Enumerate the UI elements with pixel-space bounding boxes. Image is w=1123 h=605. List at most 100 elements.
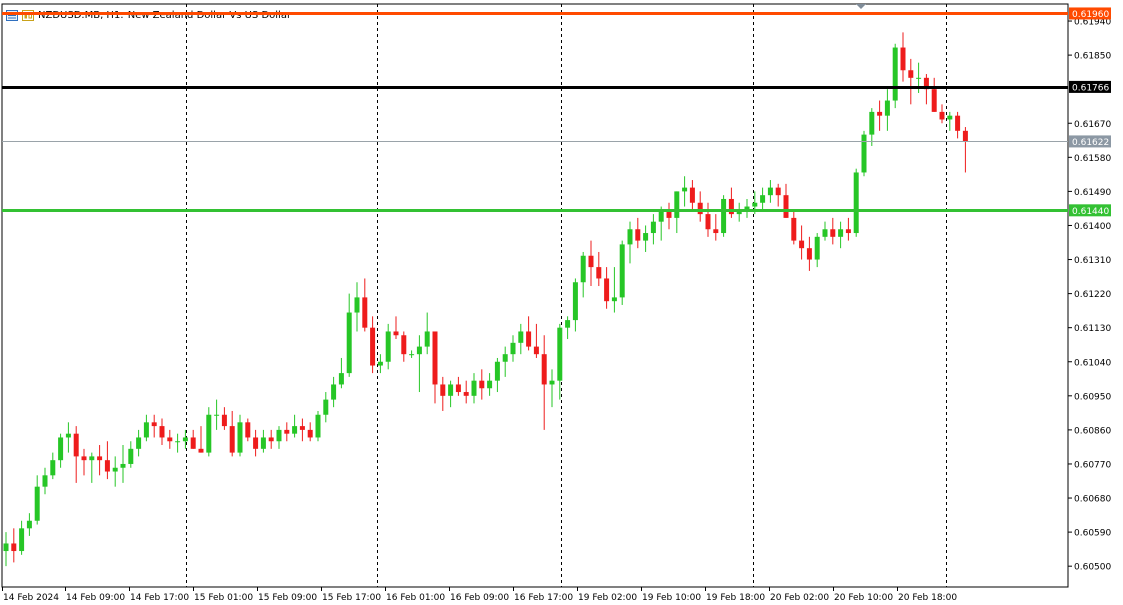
candle-body — [229, 426, 235, 453]
price-badge-label: 0.61440 — [1072, 207, 1109, 217]
candle-body — [822, 229, 828, 237]
candle-body — [838, 229, 844, 237]
candle-body — [962, 130, 968, 142]
price-badge — [1069, 80, 1111, 93]
price-badge — [1069, 204, 1111, 217]
candle-body — [284, 429, 290, 434]
candle-body — [682, 187, 688, 192]
candle-body — [666, 210, 672, 218]
candle-body — [175, 441, 181, 443]
candle-body — [721, 198, 727, 234]
candle-body — [136, 437, 142, 449]
price-tick-label: 0.60950 — [1074, 392, 1111, 402]
time-tick-label: 20 Feb 10:00 — [834, 593, 893, 603]
candle-body — [463, 392, 469, 396]
price-badge-label: 0.61766 — [1072, 83, 1109, 93]
candle-body — [315, 414, 321, 438]
price-tick-label: 0.60500 — [1074, 563, 1111, 573]
price-tick-label: 0.61040 — [1074, 358, 1111, 368]
candle-body — [393, 331, 399, 336]
candle-body — [736, 210, 742, 215]
candle-body — [143, 422, 149, 438]
candle-body — [526, 331, 532, 347]
candle-body — [455, 384, 461, 393]
candle-body — [104, 460, 110, 472]
price-badge-label: 0.61622 — [1072, 138, 1109, 148]
candle-body — [190, 437, 196, 449]
candle-body — [182, 437, 188, 442]
candle-body — [479, 380, 485, 389]
price-tick-label: 0.61580 — [1074, 154, 1111, 164]
price-tick-label: 0.60860 — [1074, 426, 1111, 436]
candle-body — [237, 422, 243, 453]
candle-body — [549, 380, 555, 385]
price-tick-label: 0.61670 — [1074, 120, 1111, 130]
candle-body — [245, 422, 251, 438]
price-badge-label: 0.61960 — [1072, 10, 1109, 20]
candle-body — [869, 111, 875, 135]
candle-body — [900, 47, 906, 71]
time-tick-label: 15 Feb 17:00 — [322, 593, 381, 603]
candle-body — [338, 373, 344, 385]
candle-body — [939, 111, 945, 120]
candle-body — [331, 384, 337, 400]
candle-body — [830, 229, 836, 237]
candle-body — [744, 206, 750, 211]
candle-body — [260, 437, 266, 449]
candle-body — [19, 528, 25, 552]
candle-body — [588, 255, 594, 268]
time-tick-label: 20 Feb 18:00 — [898, 593, 957, 603]
candle-body — [557, 327, 563, 381]
candle-body — [908, 70, 914, 78]
candle-body — [650, 221, 656, 234]
candle-body — [416, 346, 422, 355]
candle-body — [354, 297, 360, 313]
time-tick-label: 14 Feb 17:00 — [130, 593, 189, 603]
candle-body — [206, 414, 212, 453]
candle-body — [697, 202, 703, 215]
candle-body — [268, 437, 274, 442]
candle-body — [159, 426, 165, 438]
candle-body — [377, 361, 383, 366]
price-badge — [1069, 7, 1111, 20]
candle-body — [931, 89, 937, 112]
candle-body — [775, 187, 781, 196]
candle-body — [214, 414, 220, 416]
candle-body — [783, 195, 789, 218]
time-tick-label: 16 Feb 17:00 — [514, 593, 573, 603]
price-tick-label: 0.60590 — [1074, 529, 1111, 539]
price-tick-label: 0.61490 — [1074, 188, 1111, 198]
candle-body — [541, 354, 547, 385]
time-tick-label: 16 Feb 09:00 — [450, 593, 509, 603]
candle-body — [728, 198, 734, 215]
candle-body — [853, 172, 859, 234]
candle-body — [299, 426, 305, 430]
candle-body — [97, 456, 103, 461]
candle-body — [713, 229, 719, 234]
time-tick-label: 19 Feb 10:00 — [642, 593, 701, 603]
candle-body — [432, 331, 438, 385]
time-tick-label: 16 Feb 01:00 — [386, 593, 445, 603]
candle-body — [767, 187, 773, 196]
plot-frame — [1, 3, 1069, 588]
candle-body — [362, 297, 368, 328]
candle-body — [65, 433, 71, 438]
candle-body — [346, 312, 352, 374]
candle-body — [760, 195, 766, 203]
candle-body — [658, 210, 664, 222]
candle-body — [791, 217, 797, 241]
time-tick-label: 19 Feb 18:00 — [706, 593, 765, 603]
candle-body — [167, 437, 173, 442]
candle-body — [947, 115, 953, 120]
time-tick-label: 15 Feb 01:00 — [194, 593, 253, 603]
price-tick-label: 0.60770 — [1074, 460, 1111, 470]
candle-body — [845, 229, 851, 234]
candle-body — [58, 437, 64, 461]
price-tick-label: 0.61130 — [1074, 324, 1111, 334]
candle-body — [221, 414, 227, 427]
candle-body — [502, 354, 508, 362]
candle-body — [884, 100, 890, 116]
candle-body — [596, 267, 602, 279]
